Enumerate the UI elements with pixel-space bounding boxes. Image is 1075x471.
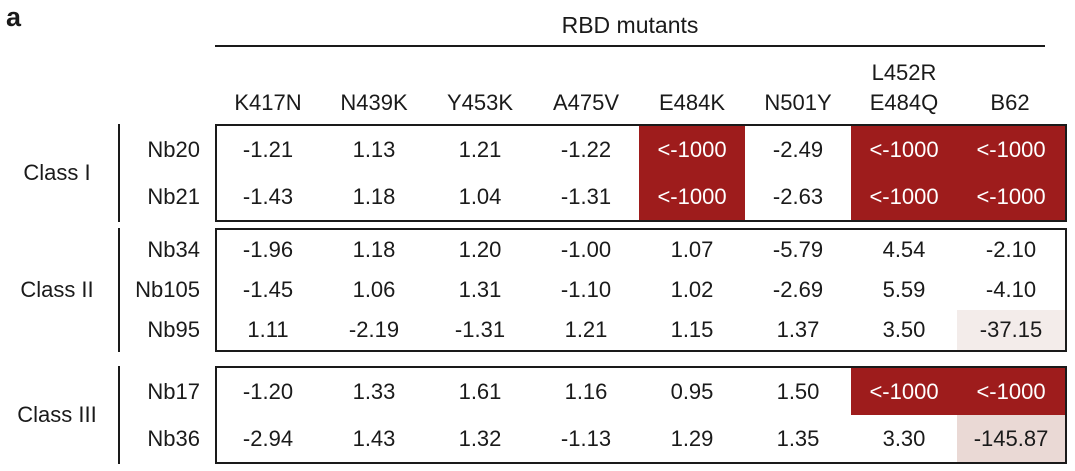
table-cell: 4.54 <box>882 237 926 262</box>
row-label: Nb105 <box>135 277 200 302</box>
table-cell: 1.18 <box>352 183 396 209</box>
group-box <box>215 228 1067 352</box>
table-cell: 1.33 <box>352 378 396 404</box>
column-header: N501Y <box>764 90 832 115</box>
table-cell: 1.37 <box>776 317 820 342</box>
table-cell: 1.21 <box>458 136 502 162</box>
table-cell: 1.31 <box>458 277 502 302</box>
row-label: Nb95 <box>147 317 200 342</box>
table-cell: 1.43 <box>352 425 396 451</box>
row-label: Nb21 <box>147 183 200 209</box>
table-cell: <-1000 <box>851 368 957 415</box>
table-cell: 1.07 <box>670 237 714 262</box>
table-cell: -1.45 <box>242 277 294 302</box>
table-cell: -145.87 <box>957 415 1065 462</box>
table-cell: 1.29 <box>670 425 714 451</box>
table-cell: 1.20 <box>458 237 502 262</box>
column-header: B62 <box>990 90 1030 115</box>
table-cell: -1.21 <box>242 136 294 162</box>
table-cell: -1.20 <box>242 378 294 404</box>
group-box <box>215 124 1067 222</box>
group-bracket <box>118 366 120 464</box>
table-cell: -2.69 <box>772 277 824 302</box>
table-cell: <-1000 <box>957 368 1065 415</box>
table-cell: <-1000 <box>851 173 957 220</box>
table-cell: 1.16 <box>564 378 608 404</box>
group-bracket <box>118 124 120 222</box>
row-label: Nb34 <box>147 237 200 262</box>
table-cell: <-1000 <box>957 173 1065 220</box>
row-label: Nb17 <box>147 378 200 404</box>
table-cell: 1.18 <box>352 237 396 262</box>
table-cell: -1.13 <box>560 425 612 451</box>
column-header: Y453K <box>446 90 514 115</box>
table-cell: <-1000 <box>957 126 1065 173</box>
column-header: K417N <box>234 90 302 115</box>
table-cell: 1.50 <box>776 378 820 404</box>
table-cell: 1.21 <box>564 317 608 342</box>
table-cell: -37.15 <box>957 310 1065 350</box>
column-group-title: RBD mutants <box>561 12 699 38</box>
table-cell: 1.11 <box>247 317 289 342</box>
group-bracket <box>118 228 120 352</box>
column-header: E484Q <box>869 90 939 115</box>
table-cell: -1.31 <box>560 183 612 209</box>
group-box <box>215 366 1067 464</box>
class-label: Class I <box>23 160 91 185</box>
table-cell: -5.79 <box>772 237 824 262</box>
table-cell: 1.04 <box>458 183 502 209</box>
table-cell: <-1000 <box>639 173 745 220</box>
table-cell: 1.32 <box>458 425 502 451</box>
class-label: Class II <box>20 277 94 302</box>
table-cell: 1.13 <box>352 136 396 162</box>
table-cell: -1.22 <box>560 136 612 162</box>
row-label: Nb36 <box>147 425 200 451</box>
table-cell: 1.61 <box>458 378 502 404</box>
table-cell: -2.63 <box>772 183 824 209</box>
class-label: Class III <box>17 402 97 427</box>
table-cell: 3.50 <box>882 317 926 342</box>
table-cell: 1.15 <box>670 317 714 342</box>
table-cell: -1.96 <box>242 237 294 262</box>
table-cell: -2.19 <box>348 317 400 342</box>
table-cell: 1.35 <box>776 425 820 451</box>
column-header: A475V <box>552 90 620 115</box>
row-label: Nb20 <box>147 136 200 162</box>
table-cell: 3.30 <box>882 425 926 451</box>
table-cell: -2.94 <box>242 425 294 451</box>
table-cell: -1.31 <box>454 317 506 342</box>
table-cell: -1.10 <box>560 277 612 302</box>
table-cell: 0.95 <box>670 378 714 404</box>
table-cell: 1.02 <box>670 277 714 302</box>
table-cell: -2.10 <box>985 237 1037 262</box>
table-cell: <-1000 <box>851 126 957 173</box>
table-cell: 1.06 <box>352 277 396 302</box>
panel-label: a <box>6 2 22 32</box>
table-cell: <-1000 <box>639 126 745 173</box>
table-cell: -2.49 <box>772 136 824 162</box>
table-cell: -1.00 <box>560 237 612 262</box>
column-header: N439K <box>340 90 408 115</box>
column-header: L452R <box>871 60 937 85</box>
column-group-rule <box>215 45 1045 47</box>
table-cell: -1.43 <box>242 183 294 209</box>
table-cell: 5.59 <box>882 277 926 302</box>
table-cell: -4.10 <box>985 277 1037 302</box>
column-header: E484K <box>658 90 726 115</box>
